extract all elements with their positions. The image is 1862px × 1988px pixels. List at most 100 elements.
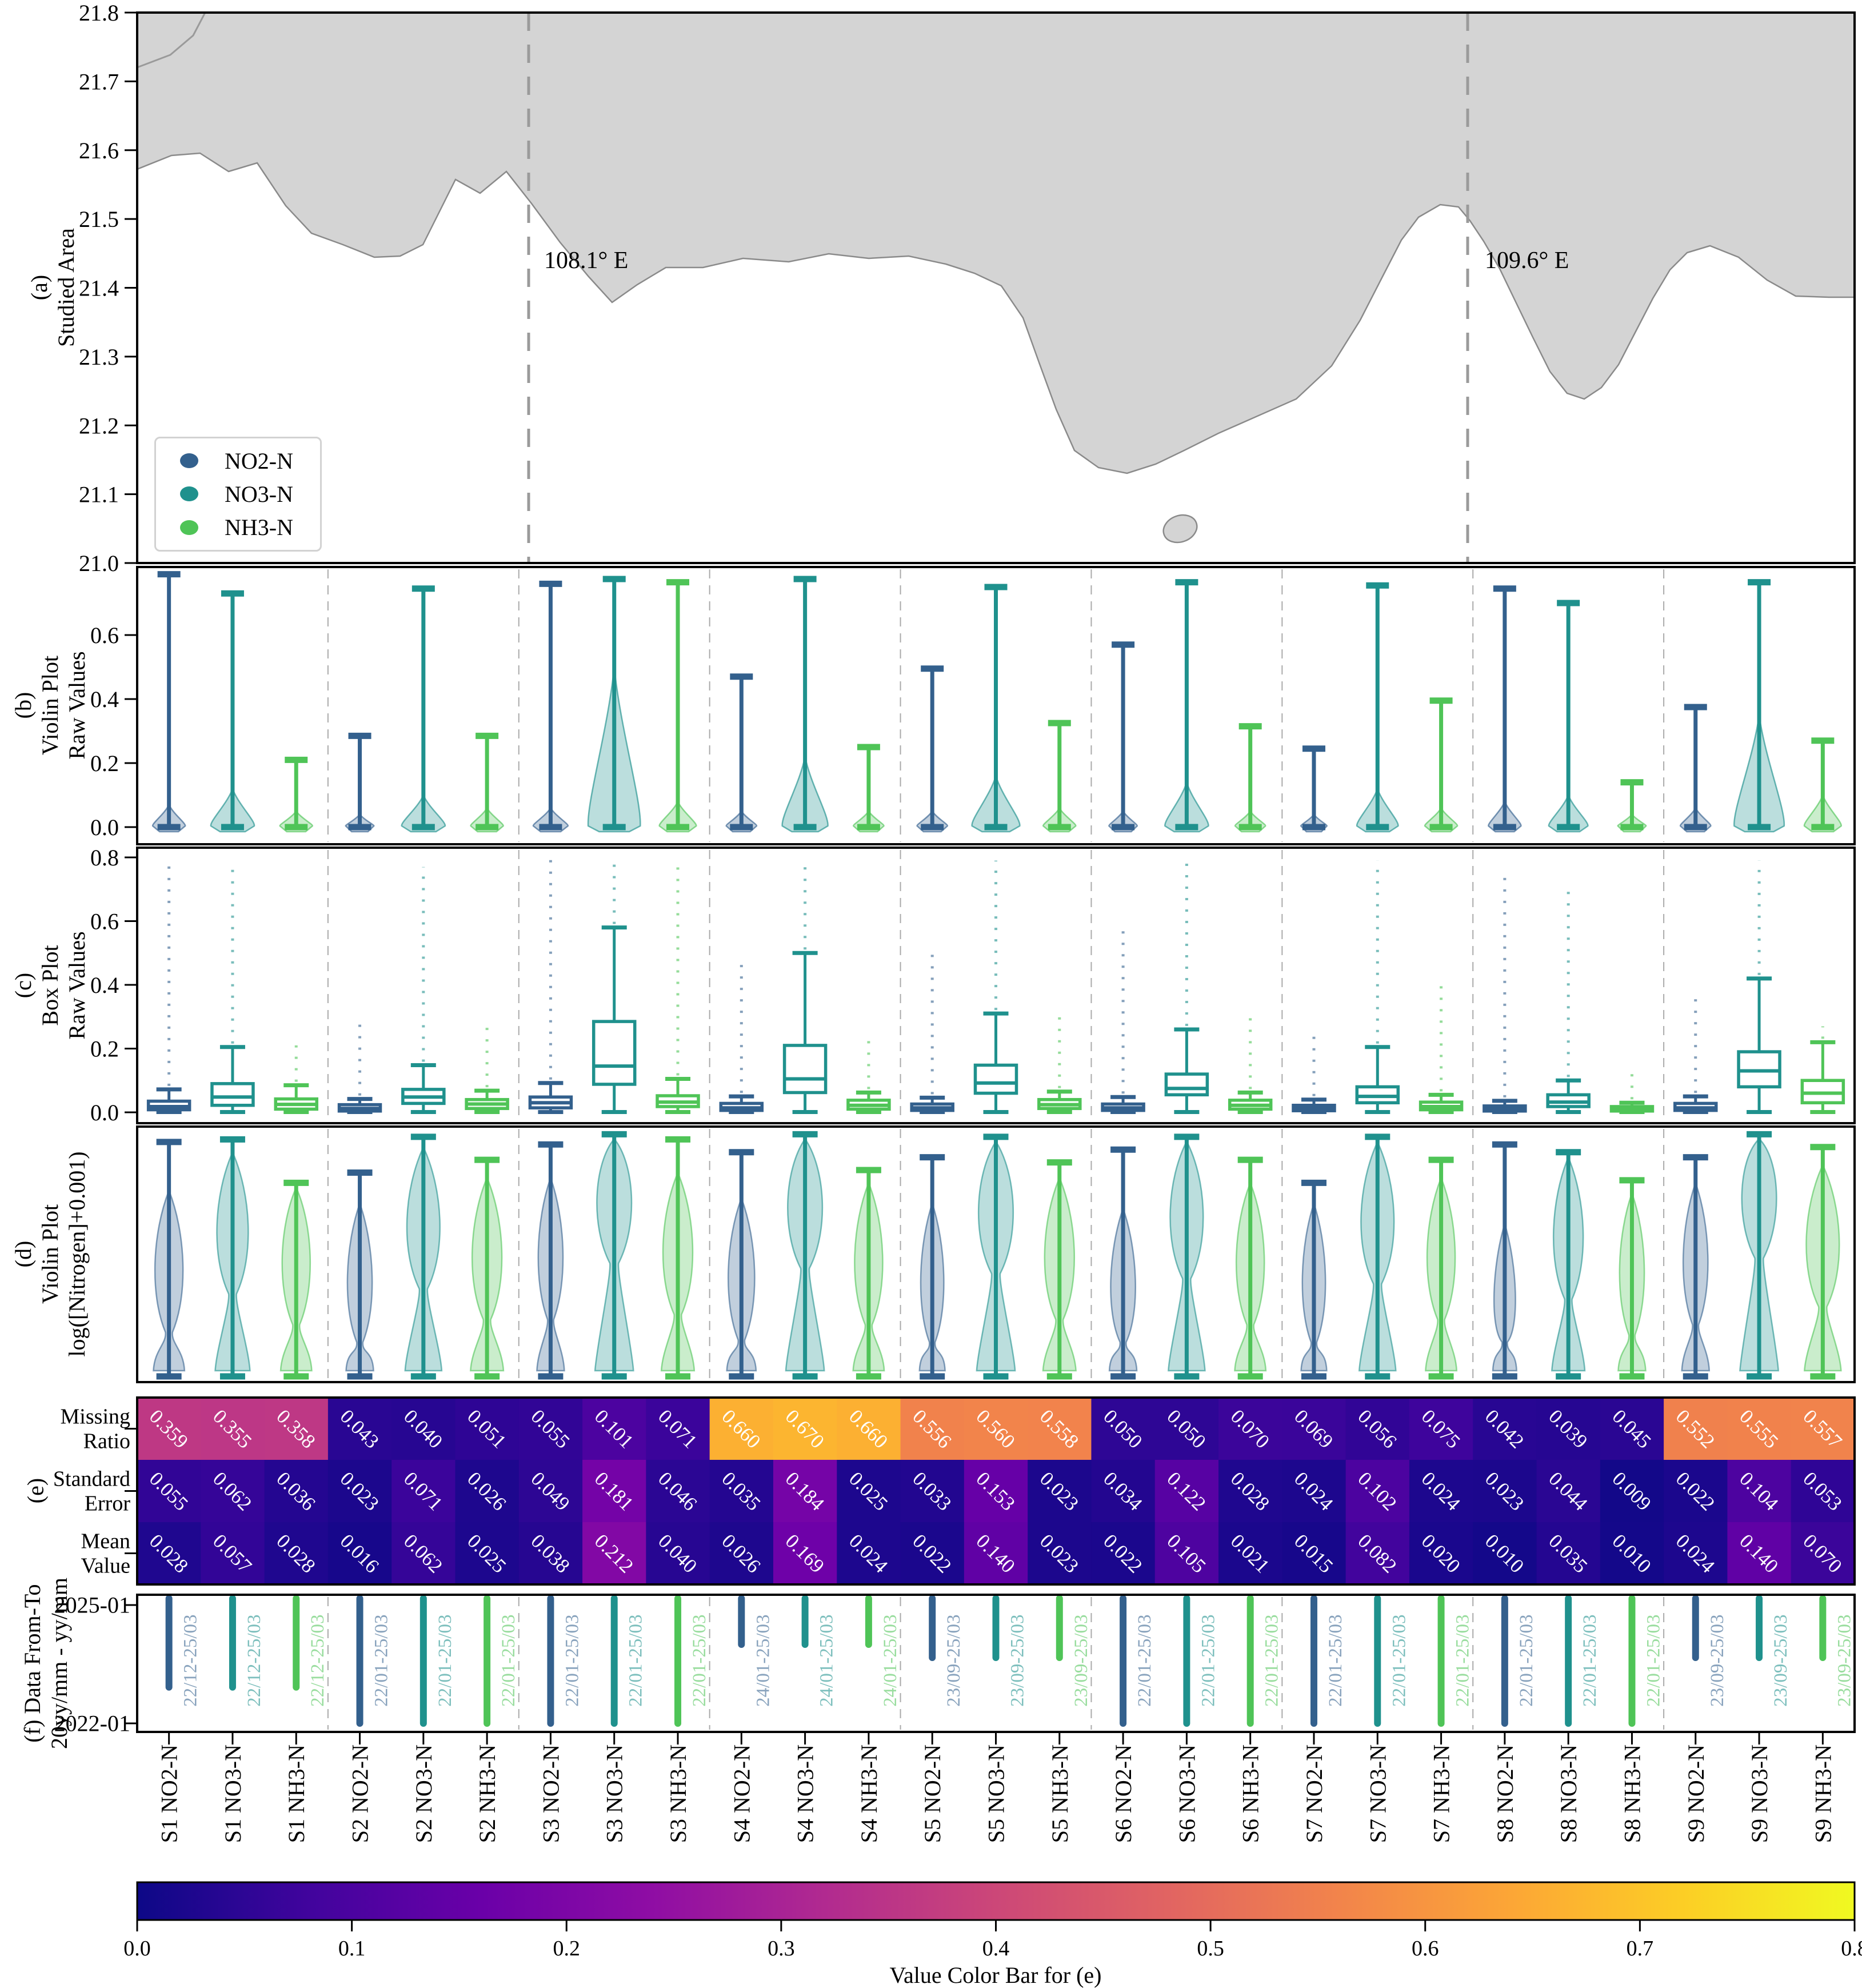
heatmap-cell (964, 1398, 1029, 1460)
heatmap-cell (1409, 1522, 1474, 1585)
panel-a-ytick-label: 21.5 (79, 206, 119, 232)
map-legend: NO2-N NO3-N NH3-N (154, 437, 322, 552)
colorbar-tick-label: 0.6 (1412, 1937, 1439, 1961)
heatmap-cell (1154, 1522, 1220, 1585)
timerange-label: 22/12-25/03 (307, 1615, 328, 1707)
heatmap-cell (455, 1522, 520, 1585)
heatmap-cell (1409, 1460, 1474, 1523)
timerange-label: 22/01-25/03 (626, 1615, 646, 1707)
map-panel (137, 13, 1855, 563)
heatmap-cell (1791, 1398, 1855, 1460)
timerange-label: 23/09-25/03 (944, 1615, 964, 1707)
box (973, 1063, 1018, 1095)
panel-a-ytick-label: 21.1 (79, 482, 119, 508)
x-tick-label: S8 NO2-N (1492, 1745, 1518, 1843)
meridian-label-108-1: 108.1° E (544, 247, 629, 274)
x-tick-label: S4 NO3-N (793, 1745, 818, 1843)
colorbar-gradient (136, 1881, 1856, 1921)
panel-b-ytick-label: 0.2 (90, 751, 119, 776)
violin-raw-panel (151, 571, 1842, 833)
station-separators (327, 569, 1665, 1730)
timerange-label: 23/09-25/03 (1008, 1615, 1028, 1707)
legend-label-nh3n: NH3-N (225, 514, 293, 541)
heatmap-row-label-mean-value: Mean Value (81, 1529, 130, 1578)
panel-d-frame (136, 1125, 1856, 1383)
heatmap-cell (518, 1522, 584, 1585)
x-tick-label: S2 NO3-N (411, 1745, 437, 1843)
panel-a-ytick-label: 21.3 (79, 344, 119, 370)
x-tick-label: S3 NO3-N (602, 1745, 628, 1843)
heatmap-cell (900, 1460, 965, 1523)
colorbar-tick-label: 0.5 (1197, 1937, 1224, 1961)
timerange-label: 22/12-25/03 (181, 1615, 201, 1707)
heatmap-cell (964, 1522, 1029, 1585)
x-tick-label: S7 NO3-N (1365, 1745, 1390, 1843)
x-tick-label: S7 NO2-N (1301, 1745, 1327, 1843)
heatmap-cell (1218, 1460, 1283, 1523)
heatmap-cell (837, 1398, 901, 1460)
heatmap-cell (1409, 1398, 1474, 1460)
panel-f-ytick-2022: 2022-01 (54, 1710, 130, 1736)
legend-label-no2n: NO2-N (225, 448, 293, 474)
timerange-label: 23/09-25/03 (1071, 1615, 1092, 1707)
violin-log-panel (153, 1131, 1842, 1380)
heatmap-cell (1664, 1398, 1728, 1460)
heatmap-cell (137, 1460, 202, 1523)
heatmap-cell (1473, 1522, 1537, 1585)
heatmap-cell (1345, 1398, 1410, 1460)
x-tick-label: S6 NO2-N (1110, 1745, 1136, 1843)
heatmap-cell (773, 1398, 838, 1460)
colorbar-tick-label: 0.1 (338, 1937, 366, 1961)
x-tick-label: S9 NO3-N (1747, 1745, 1772, 1843)
x-tick-label: S7 NH3-N (1429, 1745, 1455, 1843)
timerange-label: 22/01-25/03 (435, 1615, 455, 1707)
panel-a-ylabel: (a) Studied Area (26, 228, 79, 347)
heatmap-cell (1218, 1398, 1283, 1460)
panel-a-ytick-label: 21.6 (79, 138, 119, 163)
island (1162, 514, 1198, 544)
panel-b-ytick-label: 0.4 (90, 686, 119, 712)
heatmap-cell (391, 1398, 456, 1460)
panel-a-ytick-label: 21.2 (79, 413, 119, 438)
x-tick-label: S1 NH3-N (283, 1745, 309, 1843)
x-tick-label: S3 NO2-N (538, 1745, 564, 1843)
panel-b-ytick-label: 0.0 (90, 815, 119, 840)
heatmap-cell (391, 1460, 456, 1523)
heatmap-cell (709, 1522, 774, 1585)
heatmap-cell (1600, 1398, 1665, 1460)
heatmap-cell (709, 1398, 774, 1460)
heatmap-row-label-missing-ratio: Missing Ratio (60, 1404, 130, 1453)
panel-b-ytick-label: 0.6 (90, 622, 119, 648)
panel-a-ytick-label: 21.0 (79, 550, 119, 576)
legend-item-no3n: NO3-N (180, 481, 320, 508)
heatmap-cell (137, 1398, 202, 1460)
box (592, 1020, 637, 1086)
heatmap-cell (264, 1398, 329, 1460)
heatmap-cell (582, 1398, 647, 1460)
timerange-label: 22/01-25/03 (1262, 1615, 1282, 1707)
x-tick-label: S5 NO3-N (984, 1745, 1009, 1843)
legend-item-nh3n: NH3-N (180, 514, 320, 541)
heatmap-cell (1473, 1398, 1537, 1460)
x-tick-label: S9 NH3-N (1810, 1745, 1836, 1843)
land-polygon (137, 13, 1855, 474)
x-tick-label: S1 NO3-N (220, 1745, 246, 1843)
timerange-label: 23/09-25/03 (1707, 1615, 1728, 1707)
timerange-label: 22/01-25/03 (1198, 1615, 1218, 1707)
heatmap-cell (518, 1398, 584, 1460)
heatmap-cell (1664, 1460, 1728, 1523)
heatmap-cell (1727, 1460, 1792, 1523)
timerange-label: 22/01-25/03 (1453, 1615, 1473, 1707)
heatmap-cell (709, 1460, 774, 1523)
heatmap-cell (773, 1522, 838, 1585)
heatmap-cell (964, 1460, 1029, 1523)
heatmap-cell (1791, 1460, 1855, 1523)
x-tick-label: S8 NH3-N (1619, 1745, 1645, 1843)
heatmap-cell (201, 1522, 265, 1585)
heatmap-cell (1664, 1522, 1728, 1585)
heatmap-cell (1282, 1460, 1346, 1523)
heatmap-cell (646, 1522, 710, 1585)
panel-c-ytick-label: 0.2 (90, 1036, 119, 1062)
